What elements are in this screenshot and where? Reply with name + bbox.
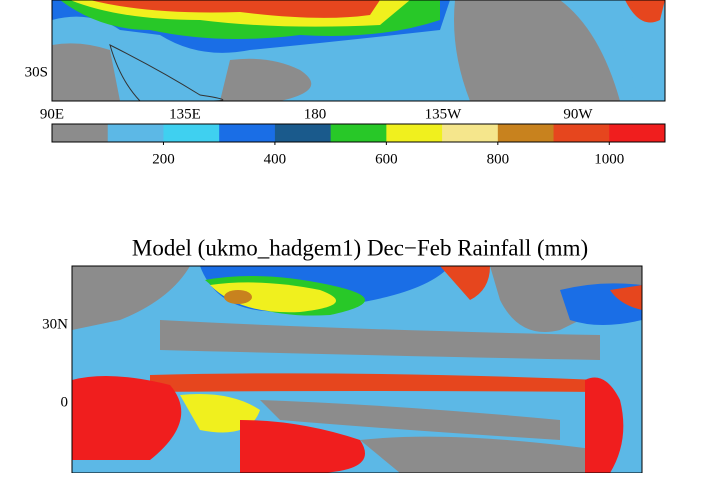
colorbar-segment: [330, 124, 387, 142]
colorbar-segment: [219, 124, 276, 142]
colorbar: 200 400 600 800 1000: [51, 123, 666, 167]
lat-label: 30N: [42, 316, 68, 332]
lon-label: 135W: [425, 106, 463, 122]
colorbar-tick-label: 600: [375, 151, 398, 167]
top-map-frame: [51, 0, 666, 102]
colorbar-segment: [52, 124, 109, 142]
lat-label: 0: [61, 394, 69, 410]
lon-label: 180: [304, 106, 327, 122]
colorbar-segment: [609, 124, 666, 142]
lat-label: 30S: [25, 64, 48, 80]
colorbar-segment: [386, 124, 443, 142]
colorbar-tick-label: 400: [264, 151, 287, 167]
lon-label: 135E: [169, 106, 201, 122]
top-map: [52, 0, 665, 101]
colorbar-segment: [163, 124, 220, 142]
colorbar-segment: [442, 124, 499, 142]
lon-label: 90E: [40, 106, 64, 122]
colorbar-segment: [274, 124, 332, 142]
colorbar-segment: [553, 124, 610, 142]
colorbar-segment: [497, 124, 555, 142]
colorbar-segment: [107, 124, 164, 142]
colorbar-tick-label: 200: [152, 151, 175, 167]
lon-label: 90W: [563, 106, 593, 122]
colorbar-tick-label: 1000: [594, 151, 624, 167]
colorbar-tick-label: 800: [487, 151, 510, 167]
colorbar-frame: [51, 123, 666, 143]
map-title: Model (ukmo_hadgem1) Dec−Feb Rainfall (m…: [132, 235, 588, 260]
bottom-map: [72, 266, 642, 473]
